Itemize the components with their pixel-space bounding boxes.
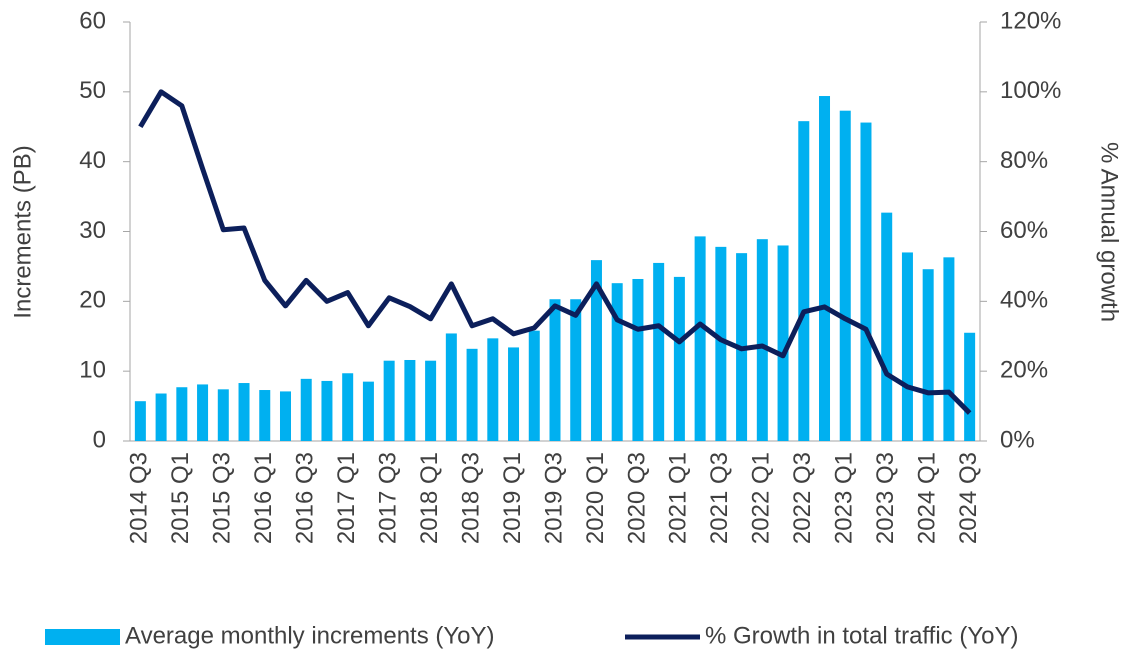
x-tick-label: 2020 Q1 <box>582 452 609 544</box>
x-tick-label: 2023 Q3 <box>872 452 899 544</box>
bar <box>466 348 478 441</box>
bar <box>321 380 333 441</box>
bar <box>487 338 499 441</box>
y2-tick-label: 40% <box>1000 287 1048 314</box>
bar <box>860 122 872 441</box>
bar <box>653 262 665 441</box>
bar <box>943 257 955 441</box>
y2-tick-label: 80% <box>1000 147 1048 174</box>
x-tick-label: 2020 Q3 <box>623 452 650 544</box>
x-tick-label: 2016 Q3 <box>292 452 319 544</box>
bar <box>425 360 437 441</box>
y-tick-label: 10 <box>79 357 106 384</box>
bar <box>694 236 706 441</box>
bar <box>590 260 602 441</box>
bar <box>819 96 831 442</box>
y2-tick-label: 100% <box>1000 77 1061 104</box>
bar <box>300 378 312 441</box>
x-tick-label: 2017 Q3 <box>374 452 401 544</box>
legend-swatch <box>45 629 120 645</box>
bar <box>528 330 540 441</box>
y-tick-label: 60 <box>79 7 106 34</box>
y-axis-title: Increments (PB) <box>9 145 36 318</box>
x-tick-label: 2021 Q3 <box>706 452 733 544</box>
bar <box>383 360 395 441</box>
bar <box>404 359 416 441</box>
bar <box>259 390 271 441</box>
bar <box>362 381 374 441</box>
bar <box>611 283 623 441</box>
x-tick-label: 2023 Q1 <box>831 452 858 544</box>
bar <box>549 299 561 441</box>
bar <box>632 278 644 441</box>
x-tick-label: 2022 Q1 <box>748 452 775 544</box>
line <box>138 89 972 415</box>
x-tick-label: 2024 Q1 <box>914 452 941 544</box>
bar <box>176 387 188 441</box>
bar <box>238 383 250 441</box>
y-tick-label: 20 <box>79 287 106 314</box>
x-tick-label: 2019 Q3 <box>540 452 567 544</box>
x-tick-label: 2018 Q3 <box>457 452 484 544</box>
y2-tick-label: 120% <box>1000 7 1061 34</box>
x-tick-label: 2016 Q1 <box>250 452 277 544</box>
bar <box>570 299 582 441</box>
bar <box>715 246 727 441</box>
bar <box>798 121 810 441</box>
bar <box>217 389 229 441</box>
bar <box>673 276 685 441</box>
bar <box>197 384 209 441</box>
legend-label: % Growth in total traffic (YoY) <box>705 622 1018 649</box>
x-tick-label: 2015 Q3 <box>209 452 236 544</box>
bar <box>134 401 146 441</box>
bar <box>839 110 851 442</box>
y-tick-label: 0 <box>93 426 106 453</box>
bar <box>901 252 913 441</box>
bar <box>279 391 291 441</box>
y2-tick-label: 20% <box>1000 357 1048 384</box>
legend-label: Average monthly increments (YoY) <box>125 622 495 649</box>
bar <box>155 393 167 441</box>
bar <box>508 347 520 441</box>
y2-tick-label: 60% <box>1000 217 1048 244</box>
bar <box>756 239 768 441</box>
y-tick-label: 30 <box>79 217 106 244</box>
x-tick-label: 2014 Q3 <box>126 452 153 544</box>
x-tick-label: 2018 Q1 <box>416 452 443 544</box>
x-tick-label: 2021 Q1 <box>665 452 692 544</box>
x-tick-label: 2022 Q3 <box>789 452 816 544</box>
y-tick-label: 50 <box>79 77 106 104</box>
y-tick-label: 40 <box>79 147 106 174</box>
y2-tick-label: 0% <box>1000 426 1035 453</box>
bar <box>881 212 893 441</box>
x-tick-label: 2019 Q1 <box>499 452 526 544</box>
bar <box>342 373 354 441</box>
bar <box>922 269 934 441</box>
bar <box>964 332 976 441</box>
y2-axis-title: % Annual growth <box>1096 142 1123 322</box>
x-tick-label: 2024 Q3 <box>955 452 982 544</box>
x-tick-label: 2017 Q1 <box>333 452 360 544</box>
bar <box>777 245 789 441</box>
bar <box>445 333 457 441</box>
x-tick-label: 2015 Q1 <box>167 452 194 544</box>
